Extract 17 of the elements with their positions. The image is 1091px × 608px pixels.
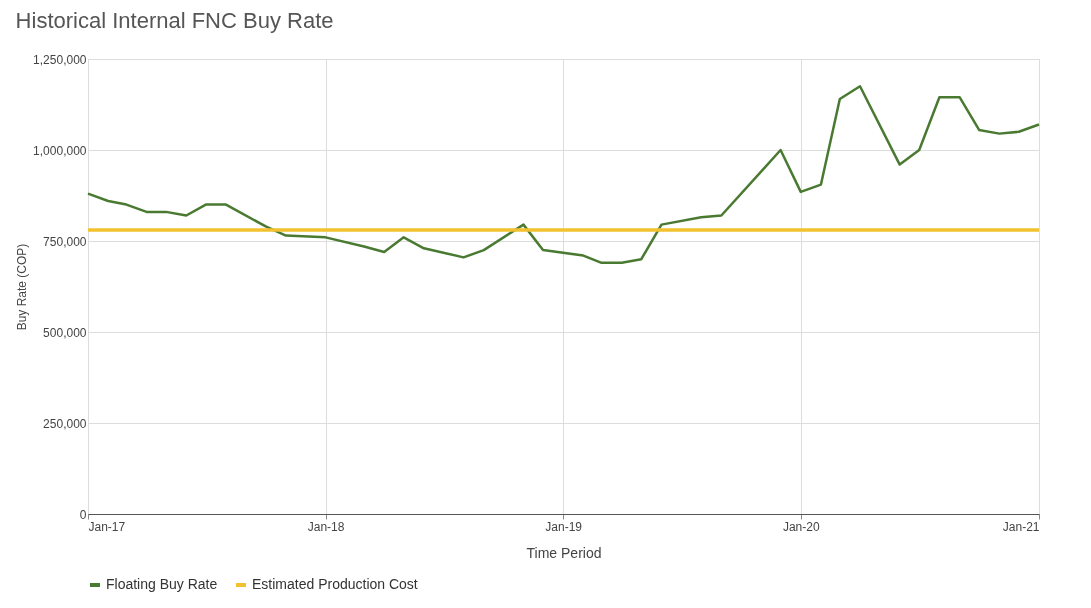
y-tick-label: 500,000 bbox=[43, 325, 87, 340]
line-series bbox=[86, 85, 1041, 265]
y-tick-label: 250,000 bbox=[43, 416, 87, 431]
x-tick-label: Jan-19 bbox=[545, 519, 583, 534]
y-axis-title: Buy Rate (COP) bbox=[15, 243, 30, 331]
y-tick-label: 1,000,000 bbox=[33, 143, 87, 158]
x-tick-label: Jan-18 bbox=[307, 519, 345, 534]
legend-label: Floating Buy Rate bbox=[106, 576, 218, 592]
y-tick-label: 1,250,000 bbox=[33, 52, 87, 67]
legend-label: Estimated Production Cost bbox=[252, 576, 418, 592]
x-tick-label: Jan-21 bbox=[1002, 519, 1040, 534]
x-tick-label: Jan-17 bbox=[88, 519, 126, 534]
x-tick-label: Jan-20 bbox=[782, 519, 820, 534]
y-tick-label: 0 bbox=[79, 507, 87, 522]
y-tick-label: 750,000 bbox=[43, 234, 87, 249]
x-axis-title: Time Period bbox=[526, 544, 602, 561]
chart-title: Historical Internal FNC Buy Rate bbox=[15, 8, 334, 33]
